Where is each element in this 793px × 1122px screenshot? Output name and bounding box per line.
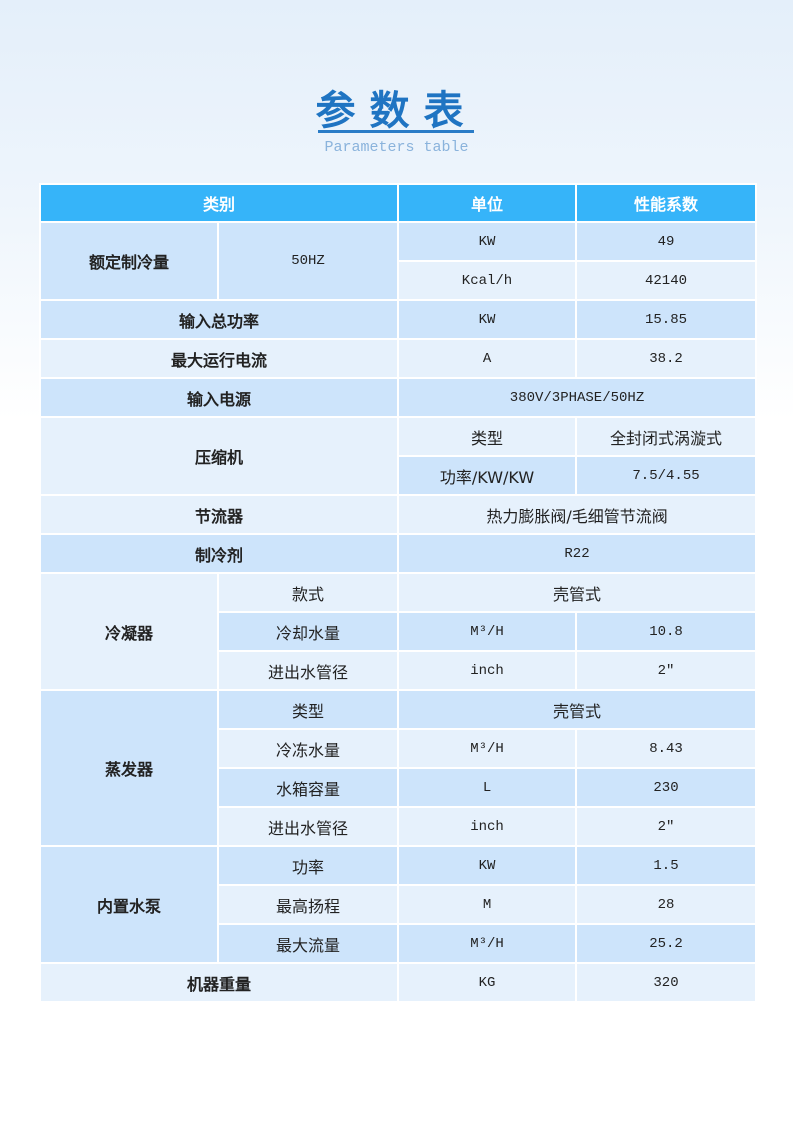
column-header-category: 类别 [38,183,400,223]
parameters-table: 类别 单位 性能系数 额定制冷量 50HZ KW 49 Kcal/h 42140 输入总功率… [38,183,758,1003]
table-cell: 全封闭式涡漩式 [575,416,758,457]
table-row: Kcal/h 42140 [40,260,758,301]
table-cell: M³/H [397,728,578,769]
table-cell: 机器重量 [38,962,400,1003]
table-cell: 功率/KW/KW [397,455,578,496]
table-cell: KW [397,299,578,340]
table-cell: M [397,884,578,925]
table-cell: 冷却水量 [216,611,400,652]
table-cell: KG [397,962,578,1003]
table-row: 最大运行电流 A 38.2 [38,338,758,379]
table-row: 内置水泵 功率 KW 1.5 [39,845,758,964]
table-cell: 25.2 [575,923,758,964]
table-cell: 最高扬程 [216,884,400,925]
table-cell: 类型 [216,689,400,730]
table-cell: 功率 [216,845,400,886]
table-cell: KW [397,845,578,886]
table-cell: 7.5/4.55 [575,455,758,496]
table-cell: 28 [575,884,758,925]
table-cell: 42140 [575,260,758,301]
table-cell: 冷冻水量 [216,728,400,769]
table-cell: KW [397,221,578,262]
table-cell: M³/H [397,923,578,964]
table-row: 节流器 热力膨胀阀/毛细管节流阀 [38,494,758,535]
table-row: 水箱容量 L 230 [40,767,758,808]
table-cell: 水箱容量 [216,767,400,808]
table-row: 机器重量 KG 320 [38,962,758,1003]
page-subtitle: Parameters table [324,139,469,156]
table-cell: 15.85 [575,299,758,340]
table-cell: 壳管式 [397,572,758,613]
table-cell: inch [397,650,578,691]
table-cell: 380V/3PHASE/50HZ [397,377,758,418]
table-row: 压缩机 类型 全封闭式涡漩式 [38,416,758,496]
table-cell: R22 [397,533,758,574]
table-cell: 50HZ [216,221,400,301]
table-cell: 最大运行电流 [38,338,400,379]
table-header-row: 类别 单位 性能系数 [38,183,758,223]
table-cell: 蒸发器 [39,689,219,847]
column-header-value: 性能系数 [575,183,758,223]
column-header-unit: 单位 [397,183,578,223]
table-cell: 49 [575,221,758,262]
table-row: 制冷剂 R22 [38,533,758,574]
table-cell: 8.43 [575,728,758,769]
table-cell: 10.8 [575,611,758,652]
table-cell: 内置水泵 [39,845,219,964]
table-cell: inch [397,806,578,847]
table-cell: 最大流量 [216,923,400,964]
table-cell: L [397,767,578,808]
table-row: 冷冻水量 M³/H 8.43 [40,728,758,769]
table-row: 功率/KW/KW 7.5/4.55 [40,455,758,496]
table-cell: 制冷剂 [38,533,400,574]
table-row: 进出水管径 inch 2″ [40,650,758,691]
page-title: 参数表 [315,87,478,134]
table-cell: 320 [575,962,758,1003]
table-row: 最大流量 M³/H 25.2 [40,923,758,964]
table-cell: 38.2 [575,338,758,379]
table-row: 冷却水量 M³/H 10.8 [40,611,758,652]
table-row: 冷凝器 款式 壳管式 [39,572,758,691]
table-cell: 款式 [216,572,400,613]
table-row: 额定制冷量 50HZ KW 49 [39,221,758,301]
table-cell: 2″ [575,806,758,847]
table-cell: 输入电源 [38,377,400,418]
table-cell: 进出水管径 [216,806,400,847]
table-cell: 输入总功率 [38,299,400,340]
table-row: 进出水管径 inch 2″ [40,806,758,847]
table-row: 输入总功率 KW 15.85 [38,299,758,340]
table-cell: 类型 [397,416,578,457]
table-row: 最高扬程 M 28 [40,884,758,925]
table-row: 输入电源 380V/3PHASE/50HZ [38,377,758,418]
table-cell: 冷凝器 [39,572,219,691]
table-cell: 1.5 [575,845,758,886]
table-row: 蒸发器 类型 壳管式 [39,689,758,847]
table-cell: A [397,338,578,379]
table-cell: 壳管式 [397,689,758,730]
table-cell: 230 [575,767,758,808]
table-body: 额定制冷量 50HZ KW 49 Kcal/h 42140 输入总功率 KW 15.85 最大运行… [38,221,758,1003]
table-cell: 节流器 [38,494,400,535]
table-cell: 压缩机 [38,416,400,496]
table-cell: M³/H [397,611,578,652]
table-cell: Kcal/h [397,260,578,301]
title-underline [318,130,474,133]
table-cell: 2″ [575,650,758,691]
table-cell: 热力膨胀阀/毛细管节流阀 [397,494,758,535]
table-cell: 进出水管径 [216,650,400,691]
table-cell: 额定制冷量 [39,221,219,301]
